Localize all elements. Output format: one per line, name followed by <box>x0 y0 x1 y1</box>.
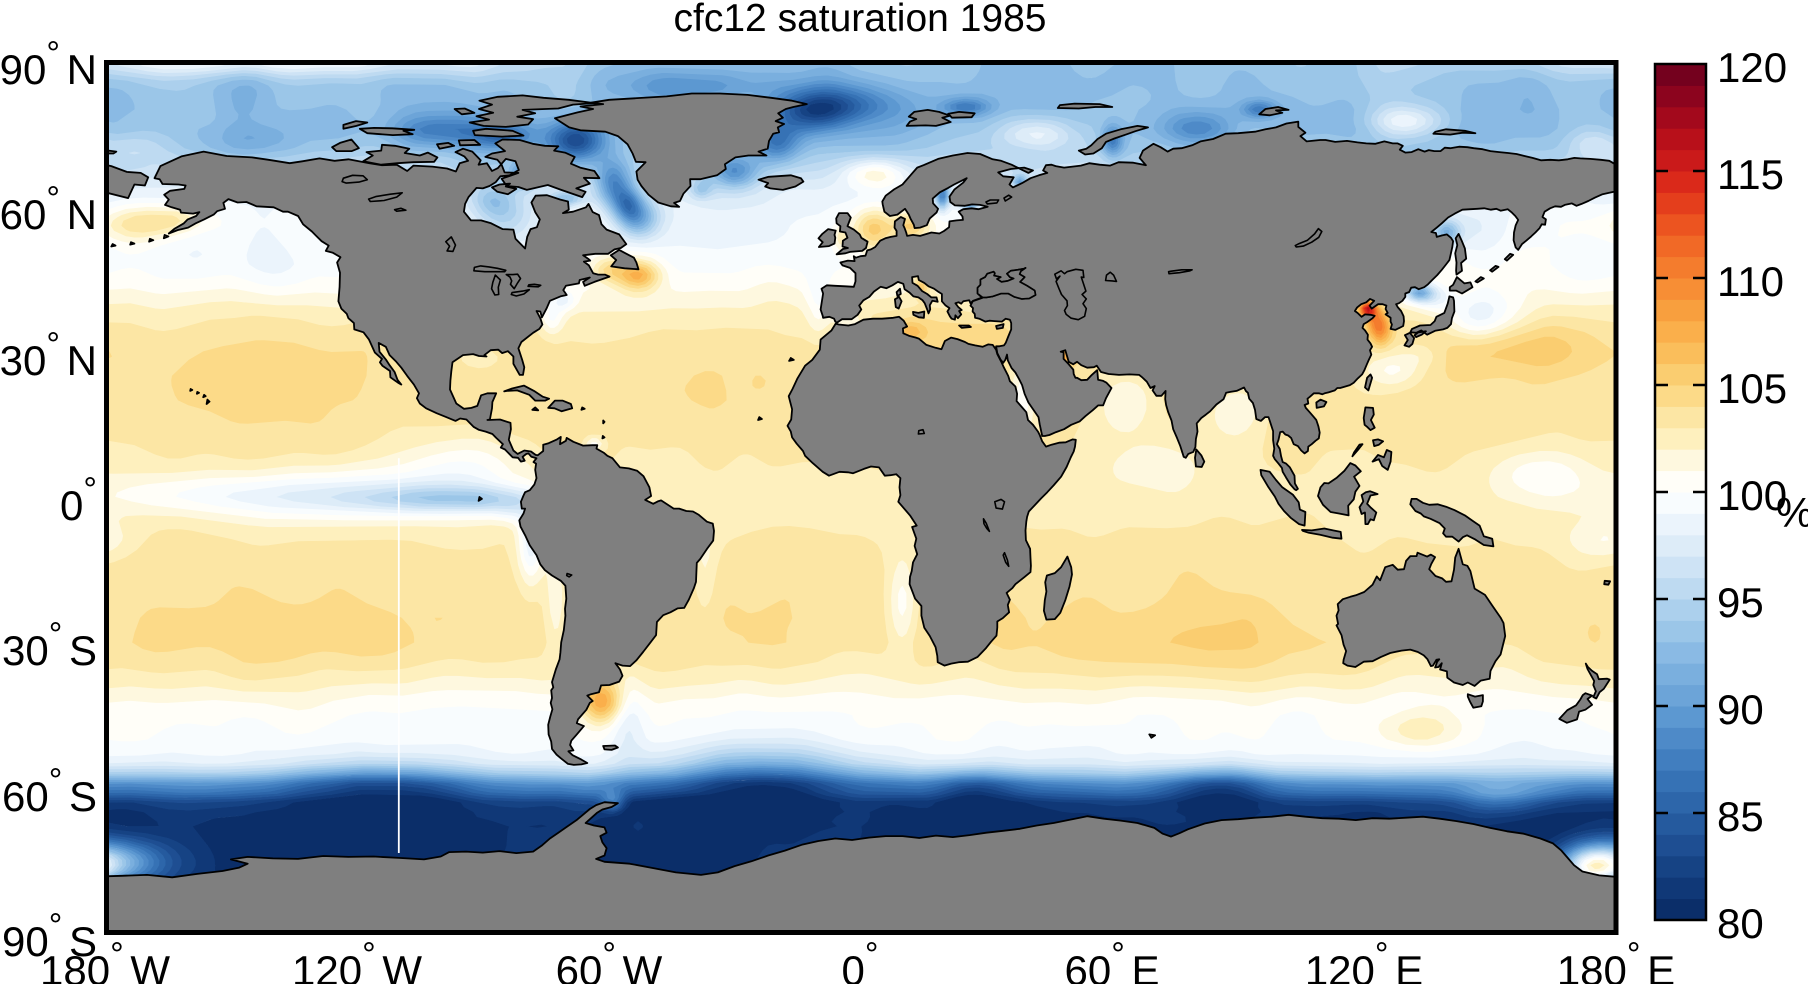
svg-text:60° N: 60° N <box>0 180 97 238</box>
svg-text:80: 80 <box>1717 900 1764 947</box>
svg-text:%: % <box>1776 489 1808 536</box>
svg-text:90: 90 <box>1717 686 1764 733</box>
svg-text:95: 95 <box>1717 579 1764 626</box>
svg-text:100: 100 <box>1717 472 1787 519</box>
svg-text:cfc12 saturation 1985: cfc12 saturation 1985 <box>674 0 1047 40</box>
svg-text:85: 85 <box>1717 793 1764 840</box>
svg-text:105: 105 <box>1717 365 1787 412</box>
svg-text:120: 120 <box>1717 44 1787 91</box>
svg-text:115: 115 <box>1717 151 1784 198</box>
svg-text:110: 110 <box>1717 258 1784 305</box>
